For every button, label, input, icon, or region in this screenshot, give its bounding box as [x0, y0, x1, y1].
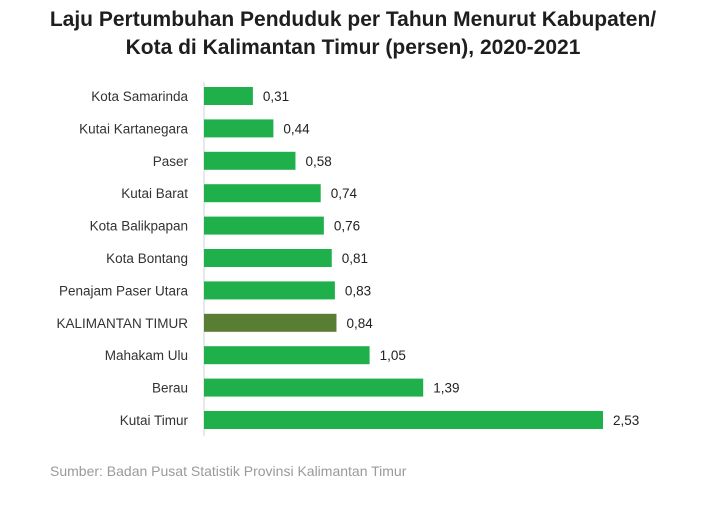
- category-label: Penajam Paser Utara: [59, 283, 189, 298]
- data-label: 0,58: [305, 154, 331, 169]
- category-label: Kutai Barat: [121, 186, 188, 201]
- bar: [204, 313, 337, 332]
- data-label: 0,81: [342, 251, 368, 266]
- data-label: 1,05: [380, 348, 406, 363]
- bar: [204, 216, 324, 235]
- source-note: Sumber: Badan Pusat Statistik Provinsi K…: [50, 463, 407, 479]
- category-label: Kota Balikpapan: [90, 219, 188, 234]
- data-label: 1,39: [433, 381, 459, 396]
- data-label: 0,76: [334, 219, 360, 234]
- bar: [204, 184, 321, 203]
- bar: [204, 281, 335, 300]
- bar: [204, 151, 296, 170]
- bar: [204, 378, 424, 397]
- bar: [204, 87, 253, 105]
- data-label: 0,83: [345, 283, 371, 298]
- category-label: Mahakam Ulu: [105, 348, 188, 363]
- data-label: 0,44: [283, 121, 310, 136]
- category-label: Berau: [152, 381, 188, 396]
- data-label: 2,53: [613, 413, 639, 428]
- category-label: KALIMANTAN TIMUR: [56, 316, 188, 331]
- chart-title-line-1: Laju Pertumbuhan Penduduk per Tahun Menu…: [49, 8, 657, 31]
- category-label: Kutai Kartanegara: [79, 121, 188, 136]
- chart-title-line-2: Kota di Kalimantan Timur (persen), 2020-…: [125, 36, 581, 59]
- category-label: Kota Samarinda: [91, 89, 188, 104]
- category-label: Kota Bontang: [106, 251, 188, 266]
- bar: [204, 346, 370, 365]
- category-label: Paser: [153, 154, 189, 169]
- bar: [204, 119, 274, 138]
- chart-title: Laju Pertumbuhan Penduduk per Tahun Menu…: [0, 6, 706, 62]
- bar: [204, 249, 332, 267]
- data-label: 0,74: [331, 186, 358, 201]
- data-label: 0,84: [346, 316, 373, 331]
- category-label: Kutai Timur: [120, 413, 189, 428]
- bar: [204, 411, 603, 429]
- data-label: 0,31: [263, 89, 289, 104]
